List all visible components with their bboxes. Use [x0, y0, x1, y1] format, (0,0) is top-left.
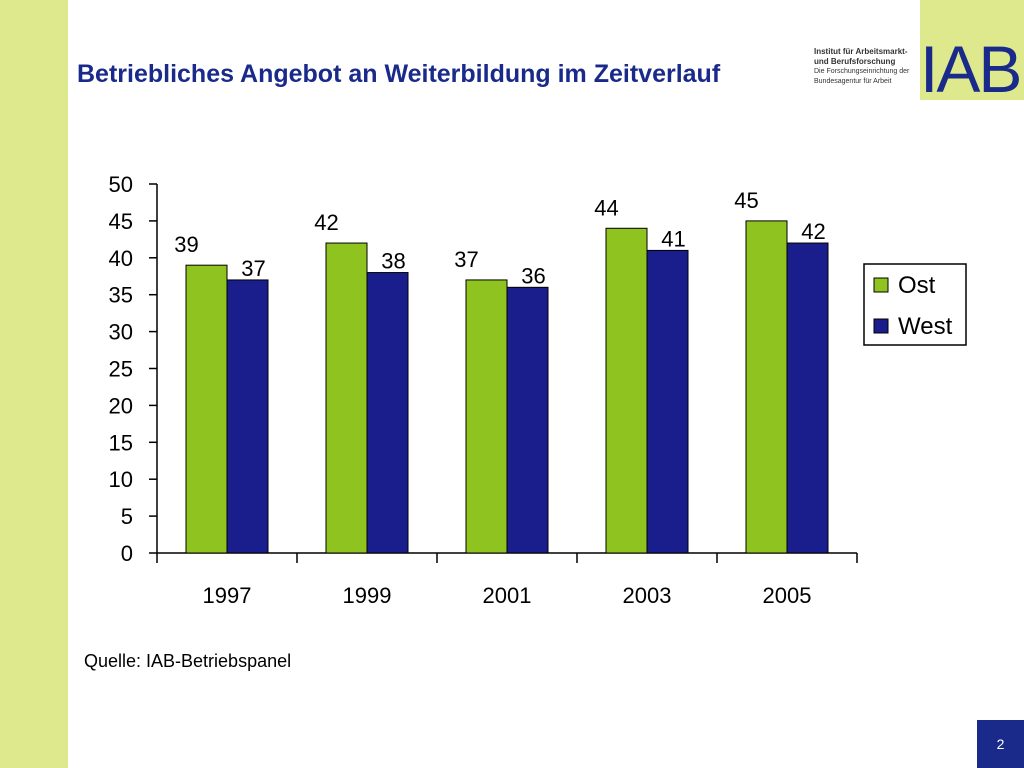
- y-tick-label: 30: [109, 320, 133, 345]
- y-tick-label: 40: [109, 246, 133, 271]
- slide-title: Betriebliches Angebot an Weiterbildung i…: [77, 60, 721, 88]
- institute-line-4: Bundesagentur für Arbeit: [814, 78, 892, 85]
- data-label: 42: [314, 210, 338, 235]
- institute-name: Institut für Arbeitsmarkt- und Berufsfor…: [814, 47, 924, 87]
- data-label: 44: [594, 195, 618, 220]
- bar-west: [506, 286, 549, 554]
- bar-ost: [745, 220, 788, 554]
- y-tick-label: 10: [109, 467, 133, 492]
- legend-label: West: [898, 313, 953, 340]
- data-label: 41: [661, 226, 685, 251]
- data-label: 37: [454, 247, 478, 272]
- data-label: 36: [521, 263, 545, 288]
- bar-ost: [605, 227, 648, 554]
- y-tick-label: 0: [121, 541, 133, 566]
- y-tick-label: 35: [109, 283, 133, 308]
- institute-line-1: Institut für Arbeitsmarkt-: [814, 47, 908, 56]
- bar-west: [646, 249, 689, 554]
- data-label: 42: [801, 219, 825, 244]
- y-tick-label: 5: [121, 504, 133, 529]
- legend-swatch: [873, 318, 889, 334]
- bar-ost: [465, 279, 508, 554]
- iab-logo-mark: IAB: [920, 32, 1022, 100]
- left-decor-band: [0, 0, 68, 768]
- bar-west: [366, 272, 409, 554]
- y-tick-label: 15: [109, 430, 133, 455]
- bar-ost: [185, 264, 228, 554]
- y-tick-label: 50: [109, 172, 133, 197]
- data-label: 39: [174, 232, 198, 257]
- data-label: 45: [734, 188, 758, 213]
- bar-west: [786, 242, 829, 554]
- y-tick-label: 25: [109, 357, 133, 382]
- y-tick-label: 45: [109, 209, 133, 234]
- source-note: Quelle: IAB-Betriebspanel: [84, 651, 292, 671]
- legend-swatch: [873, 277, 889, 293]
- x-tick-label: 1999: [343, 583, 392, 608]
- legend-label: Ost: [898, 272, 936, 299]
- bar-west: [226, 279, 269, 554]
- x-tick-label: 1997: [203, 583, 252, 608]
- institute-line-3: Die Forschungseinrichtung der: [814, 68, 910, 75]
- data-label: 38: [381, 249, 405, 274]
- x-tick-label: 2001: [483, 583, 532, 608]
- y-tick-label: 20: [109, 393, 133, 418]
- x-tick-label: 2003: [623, 583, 672, 608]
- iab-logo: IAB: [920, 0, 1024, 100]
- bar-ost: [325, 242, 368, 554]
- page-number: 2: [977, 720, 1024, 768]
- x-tick-label: 2005: [763, 583, 812, 608]
- data-label: 37: [241, 256, 265, 281]
- institute-line-2: und Berufsforschung: [814, 57, 896, 66]
